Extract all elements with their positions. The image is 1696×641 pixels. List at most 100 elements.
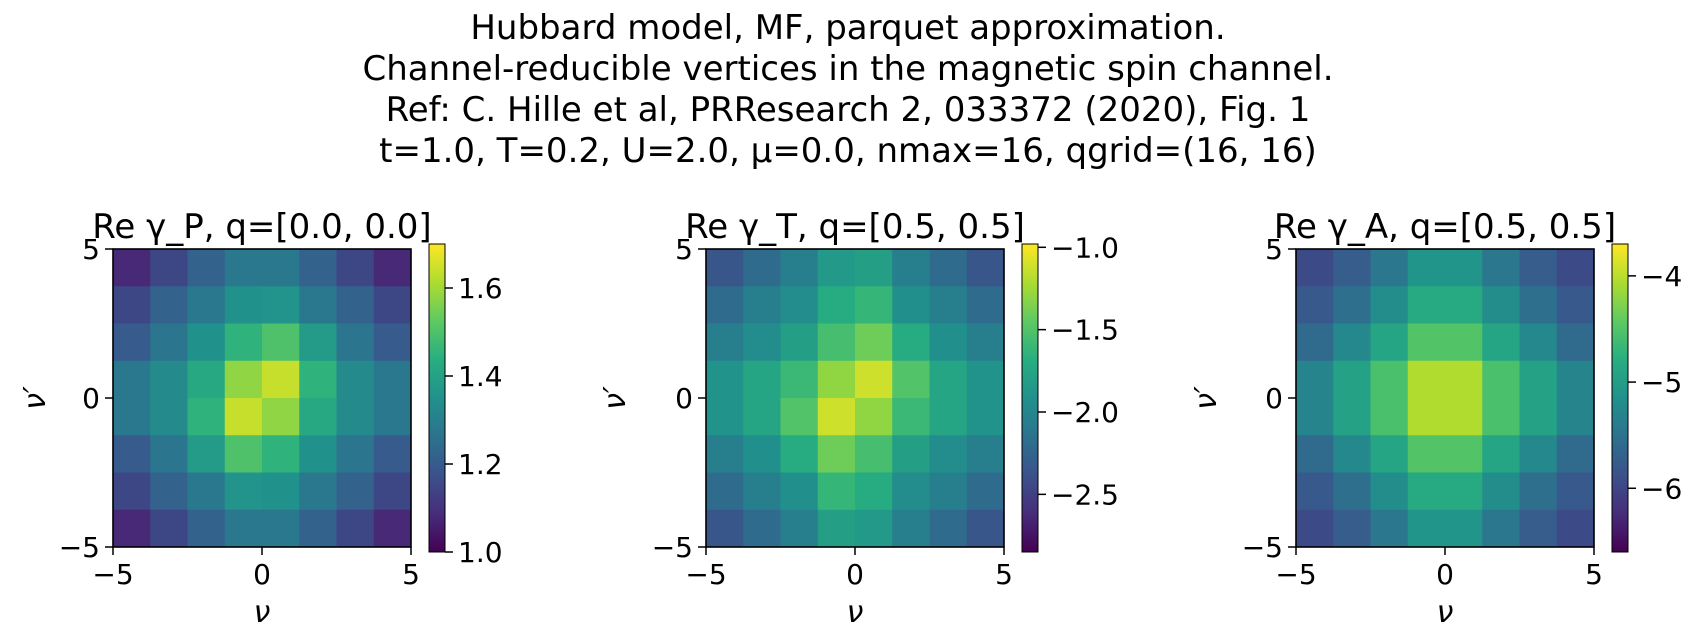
heatmap-cell <box>336 323 375 362</box>
x-axis-label: ν <box>254 595 271 630</box>
colorbar <box>428 243 446 553</box>
heatmap-cell <box>966 509 1005 548</box>
heatmap-cell <box>1296 435 1334 473</box>
x-tick-label: 5 <box>402 558 420 591</box>
heatmap-cell <box>1445 509 1483 548</box>
colorbar-tick-label: 1.6 <box>458 272 503 305</box>
x-tick-label: 5 <box>995 558 1013 591</box>
heatmap-panel-gamma-t: Re γ_T, q=[0.5, 0.5] −5 0 5 −5 0 5 ν ν′ −1.0… <box>598 207 1119 630</box>
heatmap-cell <box>373 323 412 362</box>
heatmap-cell <box>113 509 151 548</box>
colorbar <box>1021 243 1039 553</box>
heatmap-cell <box>780 435 819 473</box>
heatmap-cell <box>1296 472 1334 511</box>
colorbar-tick-label: 1.0 <box>458 536 503 569</box>
heatmap-cell <box>1519 398 1558 436</box>
heatmap-cell <box>224 286 263 324</box>
heatmap-cell <box>966 286 1005 324</box>
heatmap-cell <box>817 286 856 324</box>
panel-title: Re γ_P, q=[0.0, 0.0] <box>92 207 431 247</box>
heatmap-cell <box>929 360 968 399</box>
heatmap-cell <box>1556 360 1595 399</box>
colorbar-tick-label: −2.5 <box>1051 478 1119 511</box>
heatmap-cell <box>780 323 819 362</box>
heatmap-cell <box>1407 286 1446 324</box>
heatmap-cell <box>892 509 930 548</box>
heatmap-cell <box>817 472 856 511</box>
heatmap-cell <box>1407 398 1446 436</box>
heatmap-cell <box>780 286 819 324</box>
heatmap-cell <box>743 435 781 473</box>
heatmap-cell <box>373 249 412 287</box>
heatmap-cell <box>262 472 300 511</box>
heatmap-cell <box>966 435 1005 473</box>
heatmap-cell <box>780 398 819 436</box>
heatmap-cell <box>1370 398 1409 436</box>
heatmap-cell <box>1407 323 1446 362</box>
panel-title: Re γ_T, q=[0.5, 0.5] <box>685 207 1025 247</box>
heatmap-cell <box>224 249 263 287</box>
heatmap-cell <box>336 249 375 287</box>
heatmap-cell <box>966 472 1005 511</box>
heatmap-cell <box>1333 398 1371 436</box>
heatmap-cell <box>224 509 263 548</box>
heatmap-cell <box>299 509 337 548</box>
heatmap-cell <box>1370 472 1409 511</box>
y-tick-label: 5 <box>675 233 693 266</box>
heatmap-cell <box>817 249 856 287</box>
heatmap-cell <box>1445 435 1483 473</box>
heatmap-cell <box>929 509 968 548</box>
heatmap-cell <box>892 398 930 436</box>
heatmap-cell <box>706 286 744 324</box>
heatmap-cell <box>373 286 412 324</box>
heatmap-cell <box>817 509 856 548</box>
x-axis-ticks: −5 0 5 <box>92 547 420 591</box>
x-tick-label: 5 <box>1585 558 1603 591</box>
heatmap-cell <box>1333 472 1371 511</box>
heatmap-cell <box>187 286 226 324</box>
heatmap-cell <box>1333 249 1371 287</box>
heatmap-cell <box>1445 398 1483 436</box>
heatmap-cell <box>780 509 819 548</box>
heatmap-cell <box>299 323 337 362</box>
heatmap-cell <box>817 435 856 473</box>
x-axis-label: ν <box>847 595 864 630</box>
y-axis-label: ν′ <box>1189 386 1224 410</box>
heatmap-cell <box>1370 435 1409 473</box>
heatmap-cell <box>1519 472 1558 511</box>
heatmap-cell <box>150 509 188 548</box>
heatmap-cell <box>1556 249 1595 287</box>
heatmap-cell <box>706 360 744 399</box>
x-axis-ticks: −5 0 5 <box>685 547 1013 591</box>
heatmap-cell <box>262 323 300 362</box>
heatmap-cell <box>892 360 930 399</box>
heatmap-cell <box>892 286 930 324</box>
heatmap-cell <box>1445 360 1483 399</box>
heatmap-cell <box>929 286 968 324</box>
heatmap-cell <box>1556 398 1595 436</box>
heatmap-cell <box>1407 360 1446 399</box>
heatmap-cell <box>855 323 893 362</box>
heatmap-cell <box>855 360 893 399</box>
heatmap-cell <box>113 435 151 473</box>
y-tick-label: 0 <box>675 382 693 415</box>
heatmap-cell <box>1333 286 1371 324</box>
heatmap-cell <box>1482 509 1520 548</box>
heatmap-cell <box>706 472 744 511</box>
heatmap-cell <box>187 398 226 436</box>
heatmap-cell <box>336 472 375 511</box>
heatmap-cell <box>1519 249 1558 287</box>
suptitle-line-3: Ref: C. Hille et al, PRResearch 2, 03337… <box>385 90 1311 130</box>
heatmap-cell <box>855 398 893 436</box>
heatmap-cell <box>262 398 300 436</box>
colorbar-tick-label: 1.2 <box>458 448 503 481</box>
heatmap-cell <box>743 323 781 362</box>
heatmap-cell <box>113 323 151 362</box>
colorbar-ticks: −4 −5 −6 <box>1628 260 1682 505</box>
colorbar-tick-label: 1.4 <box>458 360 503 393</box>
heatmap-cell <box>299 472 337 511</box>
heatmap-cells <box>113 249 412 548</box>
heatmap-cell <box>1482 286 1520 324</box>
heatmap-cell <box>224 435 263 473</box>
